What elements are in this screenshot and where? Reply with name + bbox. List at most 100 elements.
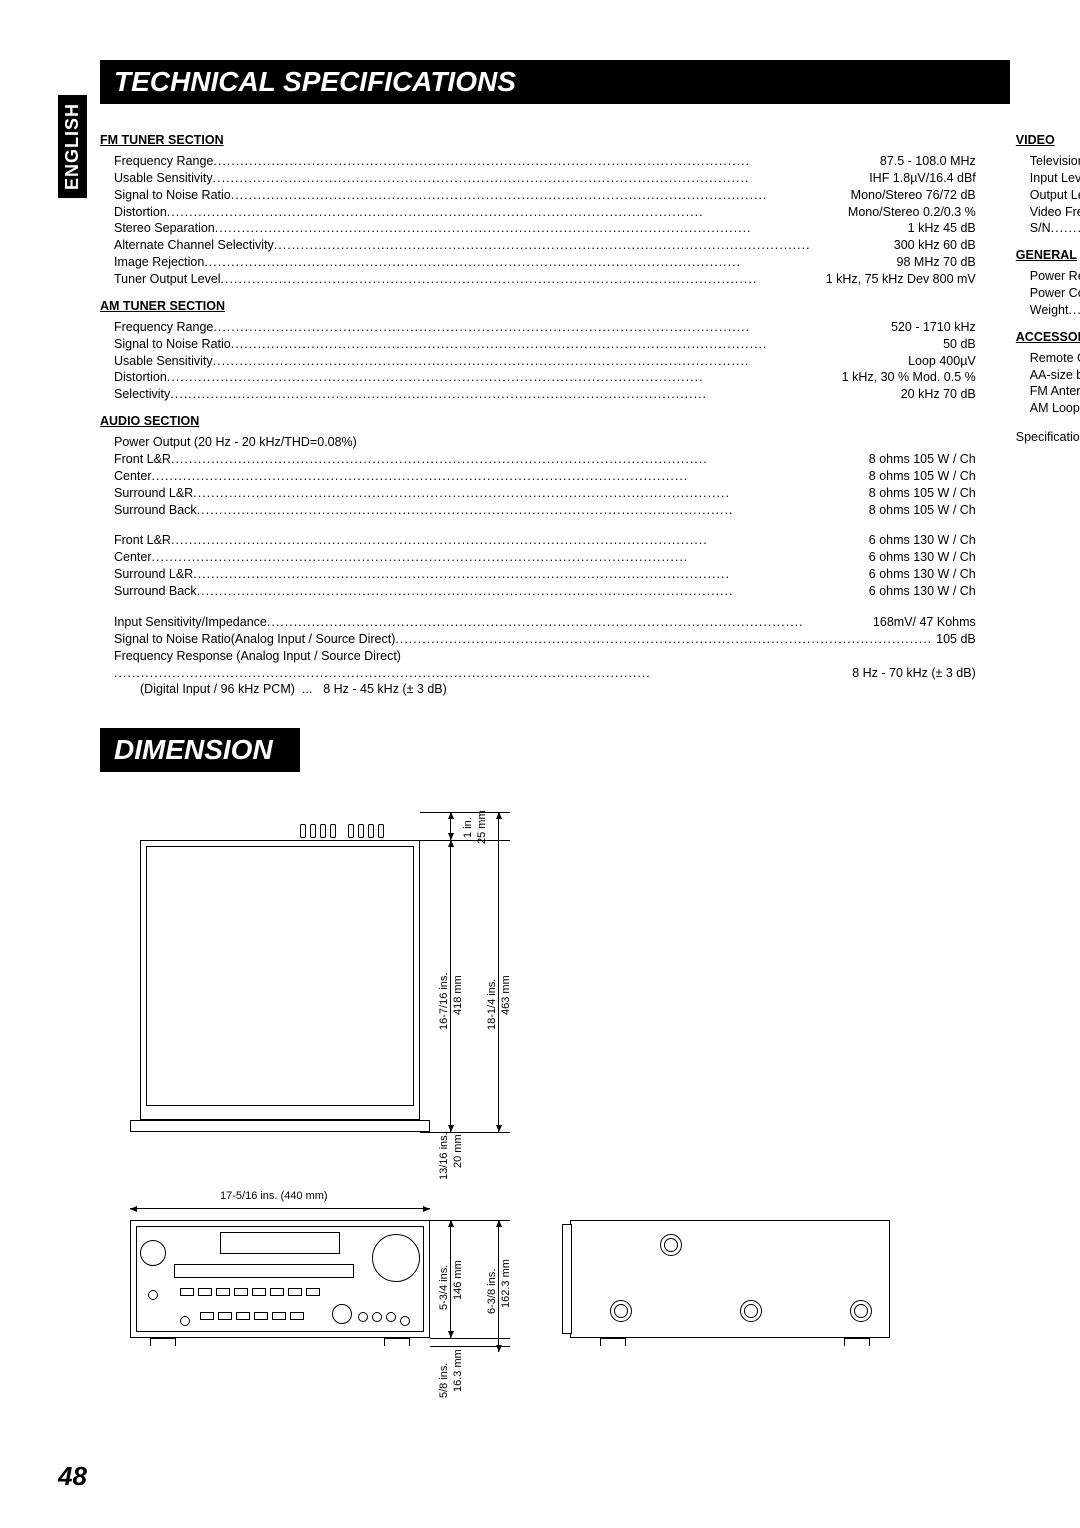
guide bbox=[420, 1132, 510, 1133]
spec-row: Surround L&R6 ohms 130 W / Ch bbox=[114, 566, 976, 583]
dim-foot-in: 5/8 ins. bbox=[438, 1363, 450, 1398]
button-icon bbox=[216, 1288, 230, 1296]
foot-icon bbox=[384, 1338, 410, 1346]
spec-row: Image Rejection98 MHz 70 dB bbox=[114, 254, 976, 271]
foot-icon bbox=[844, 1338, 870, 1346]
button-icon bbox=[200, 1312, 214, 1320]
dots bbox=[167, 369, 838, 386]
spec-row: Signal to Noise RatioMono/Stereo 76/72 d… bbox=[114, 187, 976, 204]
side-view-lip bbox=[562, 1224, 572, 1334]
spec-value: 87.5 - 108.0 MHz bbox=[876, 153, 976, 170]
dots bbox=[274, 237, 890, 254]
spec-label: Power Requirement bbox=[1030, 268, 1080, 285]
fm-head: FM TUNER SECTION bbox=[100, 132, 976, 149]
spec-label: Center bbox=[114, 468, 152, 485]
dots bbox=[213, 170, 866, 187]
spec-label: Selectivity bbox=[114, 386, 170, 403]
dots bbox=[231, 336, 939, 353]
spec-value: 8 ohms 105 W / Ch bbox=[865, 468, 976, 485]
notice: Specifications subject to change without… bbox=[1016, 429, 1080, 446]
spec-label: Center bbox=[114, 549, 152, 566]
spec-row: Tuner Output Level1 kHz, 75 kHz Dev 800 … bbox=[114, 271, 976, 288]
dim-rear-in: 13/16 ins. bbox=[438, 1133, 450, 1181]
weight-row: Weight 26.9 lbs (12.2 Kg) bbox=[1030, 302, 1080, 319]
arrow-depth2 bbox=[498, 812, 499, 1132]
spec-value: 520 - 1710 kHz bbox=[887, 319, 976, 336]
arrow-height1 bbox=[450, 1220, 451, 1338]
spec-label: Distortion bbox=[114, 204, 167, 221]
spec-value: Mono/Stereo 0.2/0.3 % bbox=[844, 204, 976, 221]
button-icon bbox=[272, 1312, 286, 1320]
button-icon bbox=[290, 1312, 304, 1320]
dots bbox=[171, 451, 865, 468]
dots bbox=[193, 566, 865, 583]
vent-icon bbox=[378, 824, 384, 838]
spec-label: Surround Back bbox=[114, 502, 197, 519]
button-icon bbox=[218, 1312, 232, 1320]
audio-power-note: Power Output (20 Hz - 20 kHz/THD=0.08%) bbox=[114, 434, 976, 451]
spec-label: Usable Sensitivity bbox=[114, 170, 213, 187]
freq1: 8 Hz - 70 kHz (± 3 dB) bbox=[114, 665, 976, 682]
top-view-front-lip bbox=[130, 1120, 430, 1132]
spec-row: Usable SensitivityIHF 1.8µV/16.4 dBf bbox=[114, 170, 976, 187]
general-head: GENERAL bbox=[1016, 247, 1080, 264]
spec-value: 20 kHz 70 dB bbox=[897, 386, 976, 403]
spec-label: Television Format bbox=[1030, 153, 1080, 170]
spec-row: Distortion Mono/Stereo 0.2/0.3 % bbox=[114, 204, 976, 221]
front-panel-strip bbox=[174, 1264, 354, 1278]
dots bbox=[204, 254, 892, 271]
dots bbox=[170, 386, 896, 403]
spec-value: 6 ohms 130 W / Ch bbox=[865, 566, 976, 583]
front-display bbox=[220, 1232, 340, 1254]
dim-top-in: 1 in. bbox=[462, 817, 474, 838]
dots bbox=[152, 549, 865, 566]
spec-row: Surround Back6 ohms 130 W / Ch bbox=[114, 583, 976, 600]
dim-top-mm: 25 mm bbox=[476, 811, 488, 845]
spec-row: Front L&R 6 ohms 130 W / Ch bbox=[114, 532, 976, 549]
spec-columns: FM TUNER SECTION Frequency Range87.5 - 1… bbox=[100, 122, 1010, 698]
spec-row: Signal to Noise Ratio50 dB bbox=[114, 336, 976, 353]
spec-label: Front L&R bbox=[114, 451, 171, 468]
spec-value: 105 dB bbox=[932, 631, 976, 648]
spec-label: Surround L&R bbox=[114, 485, 193, 502]
spec-label: FM Antenna bbox=[1030, 383, 1080, 400]
spec-row: Alternate Channel Selectivity300 kHz 60 … bbox=[114, 237, 976, 254]
spec-row: FM Antenna1 bbox=[1030, 383, 1080, 400]
spec-label: S/N bbox=[1030, 220, 1051, 237]
dots bbox=[1051, 220, 1080, 237]
spec-row: Center 6 ohms 130 W / Ch bbox=[114, 549, 976, 566]
dots bbox=[167, 204, 844, 221]
spec-value: 8 ohms 105 W / Ch bbox=[865, 451, 976, 468]
spec-label: AM Loop Antenna bbox=[1030, 400, 1080, 417]
spec-row: Surround Back8 ohms 105 W / Ch bbox=[114, 502, 976, 519]
spec-label: Input Level/Impedance bbox=[1030, 170, 1080, 187]
vent-icon bbox=[368, 824, 374, 838]
spec-row: Power RequirementAC 120 V 60 Hz bbox=[1030, 268, 1080, 285]
button-icon bbox=[306, 1288, 320, 1296]
dots bbox=[171, 532, 865, 549]
button-icon bbox=[180, 1288, 194, 1296]
spec-label: Remote Control Unit RC7300SR bbox=[1030, 350, 1080, 367]
button-icon bbox=[254, 1312, 268, 1320]
spec-label: Signal to Noise Ratio(Analog Input / Sou… bbox=[114, 631, 395, 648]
dim-height2-in: 6-3/8 ins. bbox=[486, 1269, 498, 1314]
spec-label: Front L&R bbox=[114, 532, 171, 549]
arrow-top-clearance bbox=[450, 812, 451, 840]
spec-label: Output Level/Impedance bbox=[1030, 187, 1080, 204]
vent-icon bbox=[310, 824, 316, 838]
spec-label: Input Sensitivity/Impedance bbox=[114, 614, 267, 631]
top-view-inner bbox=[146, 846, 414, 1106]
dim-height-in: 5-3/4 ins. bbox=[438, 1265, 450, 1310]
spec-value: 6 ohms 130 W / Ch bbox=[865, 532, 976, 549]
right-column: VIDEO Television FormatNTSCInput Level/I… bbox=[1016, 122, 1080, 698]
freq-head: Frequency Response (Analog Input / Sourc… bbox=[114, 648, 976, 665]
spec-row: AA-size batteries2 bbox=[1030, 367, 1080, 384]
arrow-depth1 bbox=[450, 840, 451, 1132]
tick bbox=[430, 1346, 510, 1347]
spec-value: 8 ohms 105 W / Ch bbox=[865, 485, 976, 502]
dim-depth1-in: 16-7/16 ins. bbox=[438, 973, 450, 1030]
button-icon bbox=[236, 1312, 250, 1320]
spec-value: Mono/Stereo 76/72 dB bbox=[847, 187, 976, 204]
spec-value: 6 ohms 130 W / Ch bbox=[865, 549, 976, 566]
dots bbox=[193, 485, 865, 502]
